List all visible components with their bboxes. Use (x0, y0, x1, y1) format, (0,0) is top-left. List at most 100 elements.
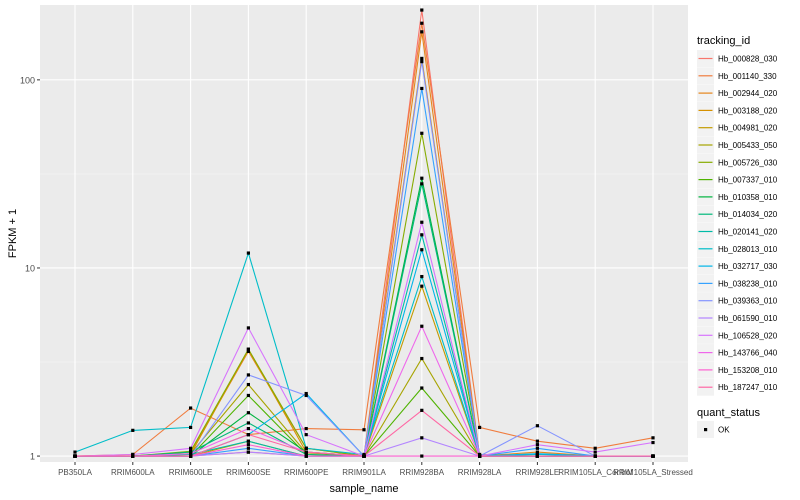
legend-label: Hb_007337_010 (718, 176, 778, 185)
legend-label: Hb_153208_010 (718, 366, 778, 375)
data-point (304, 393, 308, 398)
data-point (420, 220, 424, 224)
data-point (304, 450, 308, 454)
x-tick-label: RRIM600PE (284, 468, 328, 477)
data-point (304, 391, 308, 396)
x-tick-label: RRIM928LA (458, 468, 502, 477)
data-point (246, 426, 250, 431)
legend-label: Hb_039363_010 (718, 297, 778, 306)
legend-label: Hb_010358_010 (718, 193, 778, 202)
data-point (593, 454, 597, 458)
data-point (420, 182, 424, 186)
legend-label: Hb_001140_330 (718, 72, 777, 81)
data-point (651, 454, 655, 458)
shape-legend-swatch (704, 428, 708, 432)
legend-label: Hb_020141_020 (718, 228, 778, 237)
data-point (246, 393, 250, 398)
data-point (362, 454, 366, 458)
data-point (420, 86, 424, 91)
x-tick-label: RRIM600LE (169, 468, 213, 477)
data-point (304, 426, 308, 431)
legend-label: Hb_061590_010 (718, 314, 778, 323)
x-tick-label: RRIM105LA_Stressed (613, 468, 693, 477)
data-point (651, 440, 655, 445)
data-point (420, 386, 424, 390)
data-point (189, 446, 193, 450)
data-point (535, 454, 539, 458)
data-point (420, 408, 424, 412)
data-point (420, 233, 424, 237)
data-point (362, 452, 366, 457)
shape-legend-title: quant_status (697, 407, 760, 419)
x-tick-label: RRIM928BA (400, 468, 445, 477)
legend-label: Hb_000828_030 (718, 55, 778, 64)
y-axis: 1 10 100 (20, 75, 40, 462)
legend-title: tracking_id (697, 35, 750, 47)
y-tick-label: 100 (20, 75, 35, 85)
legend-label: Hb_002944_020 (718, 89, 778, 98)
data-point (420, 60, 424, 64)
data-point (131, 454, 135, 458)
y-tick-label: 10 (25, 263, 35, 273)
x-tick-label: RRIM600LA (111, 468, 155, 477)
data-point (420, 436, 424, 440)
data-point (420, 324, 424, 328)
x-tick-label: RRIM901LA (342, 468, 386, 477)
data-point (246, 326, 250, 330)
legend-label: Hb_106528_020 (718, 331, 778, 340)
y-axis-label: FPKM + 1 (7, 209, 19, 258)
data-point (304, 433, 308, 437)
data-point (535, 452, 539, 456)
data-point (420, 356, 424, 361)
data-point (593, 446, 597, 450)
data-point (420, 131, 424, 135)
data-point (189, 425, 193, 430)
data-point (246, 382, 250, 387)
y-tick-label: 1 (30, 452, 35, 462)
data-point (246, 411, 250, 415)
data-point (420, 454, 424, 458)
data-point (246, 439, 250, 443)
data-point (420, 21, 424, 25)
legend-label: Hb_187247_010 (718, 383, 778, 392)
x-tick-label: RRIM928LE (516, 468, 560, 477)
data-point (246, 433, 250, 437)
data-point (420, 56, 424, 61)
data-point (246, 347, 250, 351)
data-point (246, 251, 250, 255)
legend-items: Hb_000828_030 Hb_001140_330 Hb_002944_020 H… (697, 50, 778, 396)
data-point (246, 421, 250, 425)
data-point (304, 452, 308, 457)
data-point (651, 436, 655, 440)
legend-label: Hb_005433_050 (718, 141, 778, 150)
data-point (246, 373, 250, 377)
data-point (478, 452, 482, 457)
x-tick-label: PB350LA (58, 468, 92, 477)
data-point (535, 439, 539, 443)
data-point (362, 428, 366, 432)
data-point (189, 452, 193, 456)
data-point (535, 446, 539, 450)
data-point (420, 248, 424, 252)
x-axis: PB350LA RRIM600LA RRIM600LE RRIM600SE RRIM60… (58, 462, 693, 477)
data-point (189, 454, 193, 458)
data-point (246, 443, 250, 447)
data-point (478, 454, 482, 458)
data-point (73, 450, 77, 454)
data-points (73, 8, 655, 458)
legend: tracking_id Hb_000828_030Hb_001140_330Hb… (697, 35, 778, 438)
data-point (478, 425, 482, 430)
legend-label: Hb_028013_010 (718, 245, 778, 254)
data-point (535, 424, 539, 428)
legend-label: Hb_004981_020 (718, 124, 778, 133)
data-point (73, 454, 77, 458)
x-tick-label: RRIM600SE (226, 468, 270, 477)
data-point (420, 30, 424, 34)
data-point (304, 454, 308, 458)
data-point (246, 349, 250, 354)
data-point (420, 284, 424, 288)
shape-legend-label: OK (718, 426, 730, 435)
x-axis-label: sample_name (329, 483, 398, 495)
data-point (304, 446, 308, 450)
legend-label: Hb_014034_020 (718, 210, 778, 219)
